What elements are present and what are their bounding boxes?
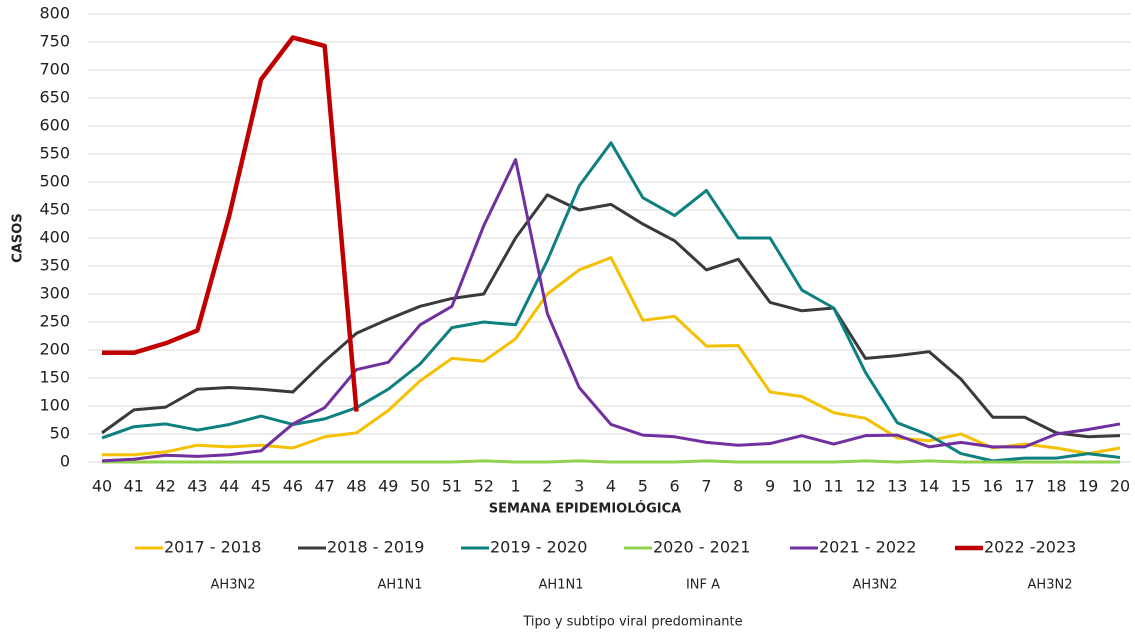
y-tick-label: 150 [39, 368, 70, 387]
x-tick-label: 14 [919, 477, 939, 496]
x-tick-label: 4 [606, 477, 616, 496]
x-tick-label: 46 [283, 477, 303, 496]
y-tick-label: 200 [39, 340, 70, 359]
y-tick-label: 500 [39, 172, 70, 191]
x-tick-label: 18 [1046, 477, 1066, 496]
footnote: Tipo y subtipo viral predominante [522, 615, 742, 630]
annotation: AH3N2 [211, 578, 256, 593]
x-tick-label: 8 [733, 477, 743, 496]
x-tick-label: 2 [542, 477, 552, 496]
y-tick-label: 250 [39, 312, 70, 331]
legend-label: 2017 - 2018 [164, 538, 261, 557]
series-line [102, 35, 359, 412]
x-tick-label: 11 [824, 477, 844, 496]
y-tick-label: 600 [39, 116, 70, 135]
x-tick-label: 44 [219, 477, 239, 496]
annotation: AH1N1 [539, 578, 584, 593]
annotation: INF A [686, 578, 720, 593]
y-tick-label: 100 [39, 396, 70, 415]
y-tick-label: 800 [39, 4, 70, 23]
x-tick-label: 45 [251, 477, 271, 496]
legend-label: 2020 - 2021 [653, 538, 750, 557]
y-axis-label: CASOS [11, 213, 26, 262]
y-tick-label: 300 [39, 284, 70, 303]
x-tick-label: 52 [474, 477, 494, 496]
x-tick-label: 17 [1014, 477, 1034, 496]
x-axis-label: SEMANA EPIDEMIOLÓGICA [489, 501, 681, 517]
legend-label: 2018 - 2019 [327, 538, 424, 557]
series-line [101, 193, 1121, 439]
x-tick-label: 6 [670, 477, 680, 496]
annotation: AH1N1 [378, 578, 423, 593]
x-tick-label: 42 [155, 477, 175, 496]
x-tick-label: 51 [442, 477, 462, 496]
x-tick-label: 41 [124, 477, 144, 496]
x-tick-label: 15 [951, 477, 971, 496]
x-tick-label: 19 [1078, 477, 1098, 496]
y-tick-label: 750 [39, 32, 70, 51]
x-tick-label: 12 [855, 477, 875, 496]
y-tick-label: 350 [39, 256, 70, 275]
x-tick-label: 16 [983, 477, 1003, 496]
legend-label: 2022 -2023 [984, 538, 1076, 557]
series-line [102, 256, 1121, 457]
x-tick-label: 13 [887, 477, 907, 496]
y-tick-label: 0 [60, 452, 70, 471]
x-tick-label: 48 [346, 477, 366, 496]
series-line [101, 141, 1121, 463]
y-tick-label: 450 [39, 200, 70, 219]
x-tick-label: 50 [410, 477, 430, 496]
x-tick-label: 20 [1110, 477, 1130, 496]
x-tick-label: 7 [701, 477, 711, 496]
legend-label: 2019 - 2020 [490, 538, 587, 557]
x-tick-label: 5 [638, 477, 648, 496]
y-tick-label: 50 [50, 424, 70, 443]
y-tick-label: 550 [39, 144, 70, 163]
series-line [102, 459, 1120, 464]
x-tick-label: 49 [378, 477, 398, 496]
y-tick-label: 400 [39, 228, 70, 247]
y-tick-label: 650 [39, 88, 70, 107]
series-line [101, 158, 1121, 463]
x-tick-label: 1 [510, 477, 520, 496]
x-tick-label: 47 [315, 477, 335, 496]
x-tick-label: 3 [574, 477, 584, 496]
x-tick-label: 10 [792, 477, 812, 496]
legend-label: 2021 - 2022 [819, 538, 916, 557]
x-tick-label: 40 [92, 477, 112, 496]
y-tick-label: 700 [39, 60, 70, 79]
x-tick-label: 9 [765, 477, 775, 496]
x-tick-label: 43 [187, 477, 207, 496]
annotation: AH3N2 [1028, 578, 1073, 593]
annotation: AH3N2 [853, 578, 898, 593]
